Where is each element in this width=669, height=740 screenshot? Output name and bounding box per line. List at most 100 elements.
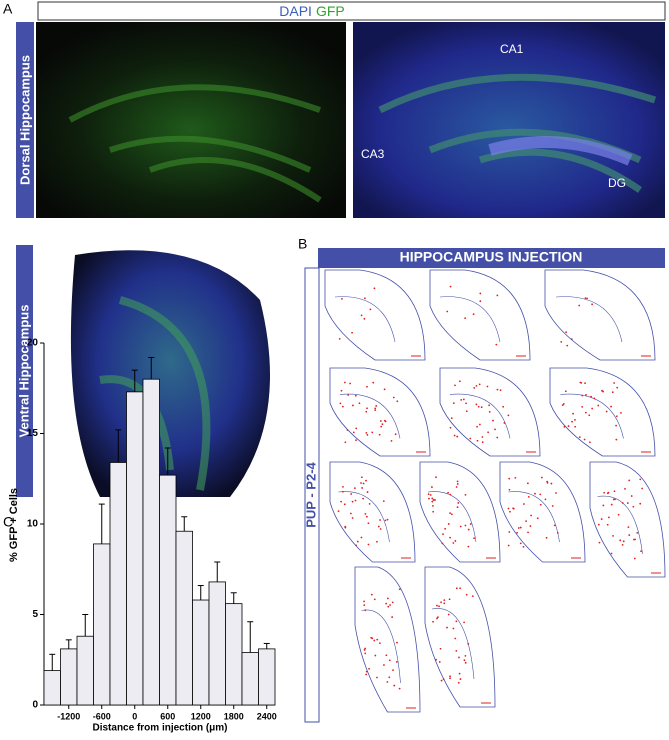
cell-dot (362, 497, 365, 500)
cell-dot (460, 399, 463, 401)
cell-dot (442, 678, 445, 681)
x-tick-label: -1200 (57, 711, 80, 721)
cell-dot (507, 414, 510, 417)
cell-dot (353, 487, 356, 490)
cell-dot (519, 542, 522, 545)
section-outline (544, 269, 656, 361)
cell-dot (388, 659, 391, 662)
cell-dot (615, 415, 618, 418)
cell-dot (435, 476, 437, 479)
cell-dot (634, 538, 636, 541)
cell-dot (454, 384, 456, 387)
cell-dot (581, 394, 584, 397)
cell-dot (365, 431, 368, 434)
cell-dot (398, 687, 401, 690)
cell-dot (487, 431, 490, 434)
cell-dot (434, 499, 436, 501)
cell-dot (583, 438, 586, 441)
cell-dot (574, 418, 576, 421)
cell-dot (540, 476, 543, 479)
cell-dot (610, 405, 612, 408)
hippocampus-outline (338, 491, 390, 543)
cell-dot (471, 595, 474, 598)
section-outline (329, 461, 416, 563)
cell-dot (499, 389, 502, 392)
cell-dot (447, 491, 450, 494)
y-tick-label: 5 (32, 609, 38, 620)
cell-dot (477, 405, 480, 408)
cell-dot (344, 441, 347, 444)
cell-dot (616, 386, 619, 389)
region-label: CA3 (361, 147, 385, 161)
cell-dot (370, 593, 373, 596)
cell-dot (368, 667, 370, 670)
cell-dot (344, 525, 347, 528)
cell-dot (374, 409, 377, 411)
cell-dot (379, 519, 381, 521)
cell-dot (394, 433, 397, 436)
cell-dot (438, 661, 441, 663)
cell-dot (449, 677, 451, 680)
cell-dot (605, 410, 608, 413)
cell-dot (539, 493, 542, 496)
y-tick-label: 20 (27, 338, 39, 349)
cell-dot (380, 425, 383, 428)
cell-dot (555, 492, 557, 494)
cell-dot (355, 427, 358, 430)
cell-dot (391, 616, 394, 618)
cell-dot (341, 405, 344, 408)
cell-dot (379, 528, 382, 530)
cell-dot (436, 604, 438, 607)
section-outline (329, 367, 431, 457)
hippocampus-outline (361, 609, 401, 684)
cell-dot (527, 495, 530, 498)
cell-dot (365, 515, 368, 518)
cell-dot (574, 425, 577, 428)
cell-dot (584, 382, 586, 385)
stain-gfp: GFP (316, 3, 345, 19)
cell-dot (617, 513, 620, 516)
cell-dot (586, 297, 588, 300)
cell-dot (578, 436, 581, 439)
cell-dot (459, 525, 462, 528)
cell-dot (467, 545, 470, 548)
cell-dot (580, 381, 583, 384)
hippocampus-outline (560, 393, 624, 439)
cell-dot (447, 613, 450, 616)
cell-dot (377, 525, 380, 528)
cell-dot (374, 407, 377, 410)
cell-dot (640, 550, 642, 553)
cell-dot (578, 304, 581, 307)
cell-dot (588, 414, 591, 417)
cell-dot (431, 497, 434, 500)
cell-dot (395, 661, 398, 663)
cell-dot (384, 519, 387, 522)
cell-dot (382, 500, 385, 503)
cell-dot (589, 441, 591, 444)
cell-dot (530, 514, 532, 517)
cell-dot (351, 331, 353, 334)
section-outline (354, 566, 421, 713)
cell-dot (431, 500, 434, 503)
cell-dot (429, 494, 432, 496)
cell-dot (626, 502, 629, 504)
cell-dot (522, 546, 525, 548)
cell-dot (512, 507, 515, 510)
cell-dot (476, 425, 478, 428)
x-tick-label: 2400 (257, 711, 277, 721)
cell-dot (507, 544, 510, 547)
cell-dot (452, 627, 455, 630)
cell-dot (522, 503, 525, 505)
cell-dot (539, 503, 542, 506)
cell-dot (581, 405, 584, 408)
cell-dot (467, 528, 470, 531)
bar (109, 462, 127, 706)
cell-dot (436, 617, 438, 620)
cell-dot (459, 587, 462, 590)
cell-dot (385, 602, 388, 605)
bar (192, 599, 210, 706)
cell-dot (378, 433, 381, 436)
cell-dot (450, 513, 453, 516)
cell-dot (488, 404, 491, 407)
cell-dot (562, 403, 565, 405)
